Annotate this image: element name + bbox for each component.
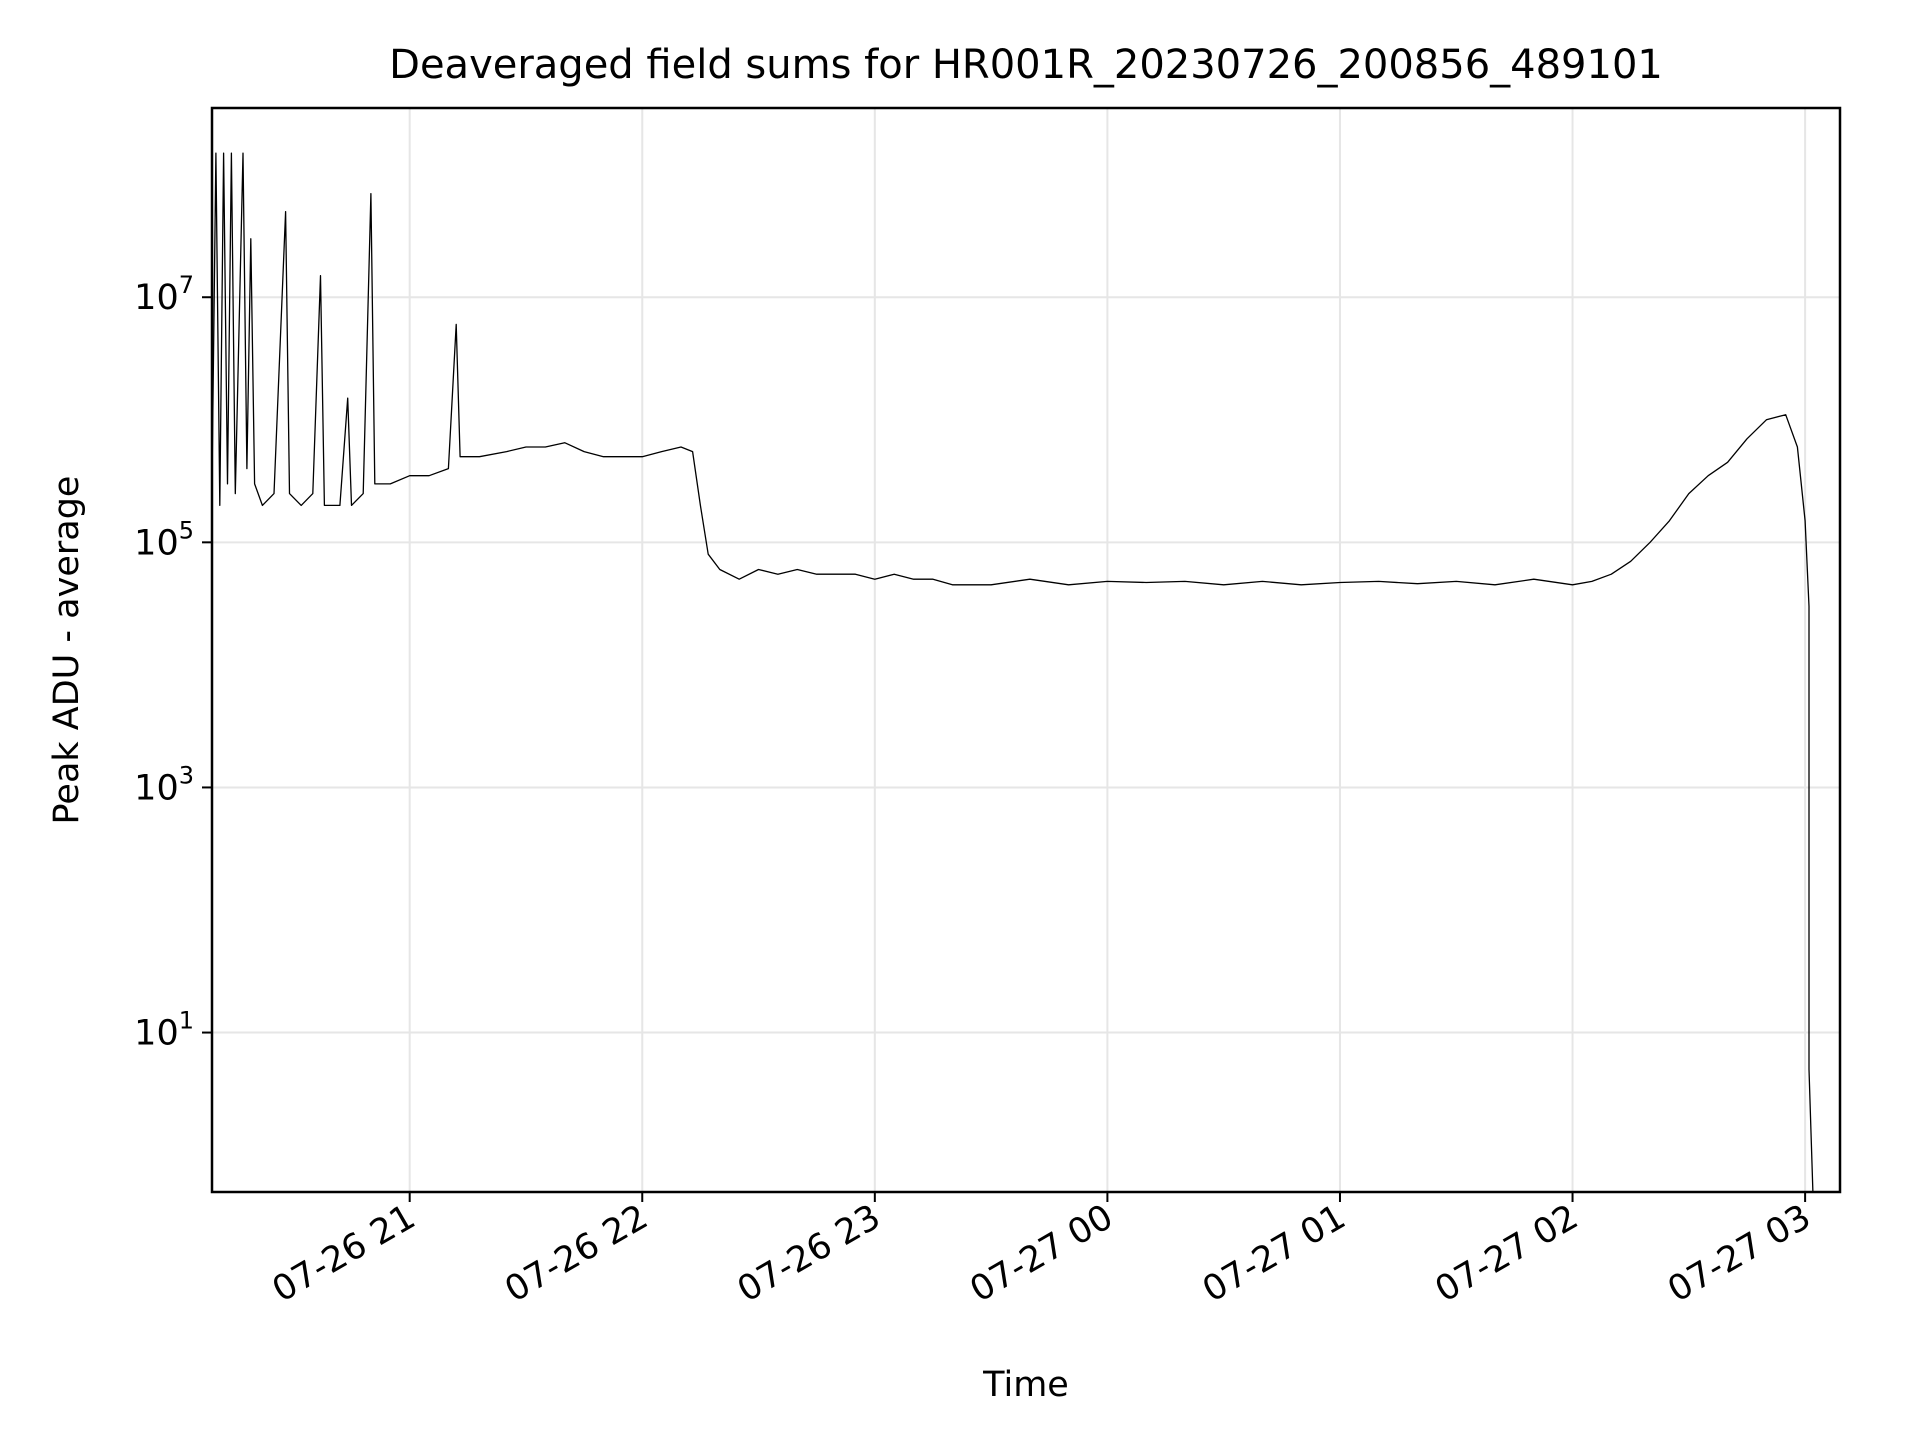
y-tick-exponent: 1 — [179, 1007, 194, 1035]
y-tick-label: 101 — [134, 1007, 194, 1054]
y-tick-label: 105 — [134, 516, 194, 563]
series-group — [211, 152, 1814, 1193]
chart-title: Deaveraged field sums for HR001R_2023072… — [389, 42, 1663, 88]
y-tick-base: 10 — [134, 1014, 179, 1054]
x-axis-label: Time — [982, 1365, 1069, 1405]
y-tick-base: 10 — [134, 768, 179, 808]
y-tick-label: 107 — [134, 271, 194, 318]
y-tick-base: 10 — [134, 523, 179, 563]
y-tick-label: 103 — [134, 761, 194, 808]
y-tick-exponent: 7 — [179, 271, 194, 299]
series-line — [211, 152, 1814, 1193]
grid — [212, 108, 1840, 1192]
y-tick-exponent: 3 — [179, 761, 194, 789]
y-axis-label: Peak ADU - average — [47, 476, 87, 825]
y-tick-exponent: 5 — [179, 516, 194, 544]
y-tick-base: 10 — [134, 278, 179, 318]
plot-area-frame — [210, 106, 1842, 1194]
